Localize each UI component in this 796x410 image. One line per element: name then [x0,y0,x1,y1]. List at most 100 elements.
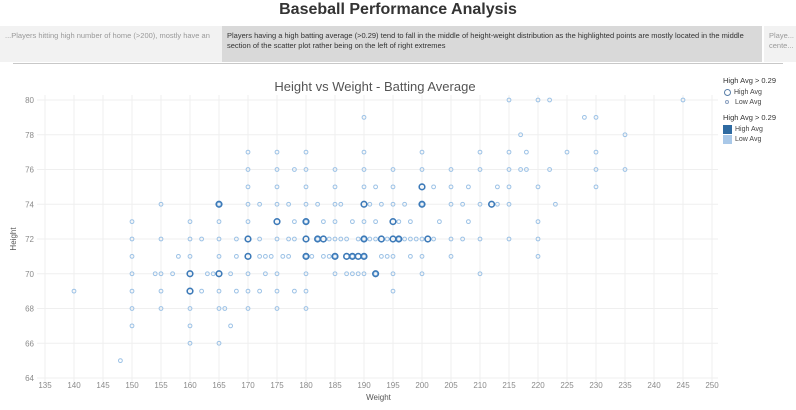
x-tick-label: 240 [647,381,661,390]
low-avg-point [506,236,512,242]
high-avg-point [319,235,328,243]
low-avg-point [303,219,309,225]
low-avg-point [257,288,263,294]
y-tick-label: 72 [25,235,34,244]
low-avg-point [448,253,454,259]
legend-size-low[interactable]: Low Avg [723,97,796,107]
x-tick-label: 245 [676,381,690,390]
low-avg-point [216,219,222,225]
high-avg-point [215,270,223,278]
low-avg-point [535,97,541,103]
high-avg-point [302,235,310,243]
low-avg-point [210,271,216,277]
caption-divider [13,63,783,64]
high-avg-point [244,252,252,260]
x-tick-label: 215 [502,381,516,390]
low-avg-point [129,288,135,294]
low-avg-point [129,323,135,329]
low-avg-point [384,253,390,259]
caption-previous[interactable]: ...Players hitting high number of home (… [0,26,222,62]
low-avg-point [158,201,164,207]
low-avg-point [535,184,541,190]
caption-next[interactable]: Playe... cente... [764,26,796,62]
low-avg-point [344,236,350,242]
x-tick-label: 145 [96,381,110,390]
low-avg-point [477,167,483,172]
low-avg-point [390,201,396,207]
low-avg-point [187,340,193,346]
low-avg-point [303,288,309,294]
legend-color-high-label: High Avg [735,125,763,133]
low-avg-point [187,236,193,242]
y-tick-label: 68 [25,305,34,314]
low-avg-point [408,253,413,259]
low-avg-point [268,253,274,259]
low-avg-point [216,253,222,259]
low-avg-point [547,167,552,172]
low-avg-point [158,288,164,294]
y-tick-label: 74 [25,200,34,209]
low-avg-point [222,306,228,311]
low-avg-point [315,201,321,207]
low-avg-point [419,167,425,172]
low-avg-point [396,219,402,225]
low-avg-point [118,358,123,364]
low-avg-point [321,219,326,225]
low-avg-point [234,288,239,294]
low-avg-point [361,167,367,172]
low-avg-point [332,167,338,172]
low-avg-point [158,236,164,242]
low-avg-point [274,271,280,277]
x-tick-label: 150 [125,381,139,390]
low-avg-point [228,323,234,329]
low-avg-point [129,271,135,277]
chart-title: Height vs Weight - Batting Average [274,79,476,94]
legend-color-low-label: Low Avg [735,135,762,143]
low-avg-point [245,201,251,207]
low-avg-point [257,201,263,207]
low-avg-point [379,253,384,259]
low-avg-point [199,236,205,242]
low-avg-point [129,219,135,225]
low-avg-point [448,167,454,172]
low-avg-point [257,236,263,242]
low-avg-point [477,271,483,277]
low-avg-point [303,306,309,311]
low-avg-point [286,253,292,259]
legend-color-low[interactable]: Low Avg [723,134,796,144]
legend: High Avg > 0.29 High Avg Low Avg High Av… [723,76,796,144]
low-avg-point [379,201,384,207]
legend-color-title: High Avg > 0.29 [723,113,777,122]
caption-current[interactable]: Players having a high batting average (>… [222,26,762,62]
legend-size-high[interactable]: High Avg [723,87,796,97]
legend-size-low-label: Low Avg [735,98,762,106]
low-avg-point [477,201,483,207]
y-tick-label: 80 [25,96,34,105]
low-avg-point [129,306,135,311]
low-avg-point [535,219,541,225]
low-avg-point [419,253,425,259]
low-avg-point [402,201,408,207]
low-avg-point [309,253,315,259]
low-avg-point [448,184,454,190]
low-avg-point [361,149,367,155]
legend-color-high[interactable]: High Avg [723,124,796,134]
low-avg-point [274,149,280,155]
low-avg-point [373,236,379,242]
x-tick-label: 200 [415,381,429,390]
low-avg-point [524,149,529,155]
low-avg-point [71,288,77,294]
low-avg-point [303,184,309,190]
dark-swatch-icon [723,124,732,134]
low-avg-point [535,236,541,242]
large-circle-icon [724,88,731,96]
low-avg-point [506,97,512,103]
low-avg-point [373,219,379,225]
low-avg-point [326,236,332,242]
low-avg-point [466,219,471,225]
low-avg-point [326,253,332,259]
x-tick-label: 170 [241,381,255,390]
low-avg-point [361,271,367,277]
low-avg-point [402,236,408,242]
